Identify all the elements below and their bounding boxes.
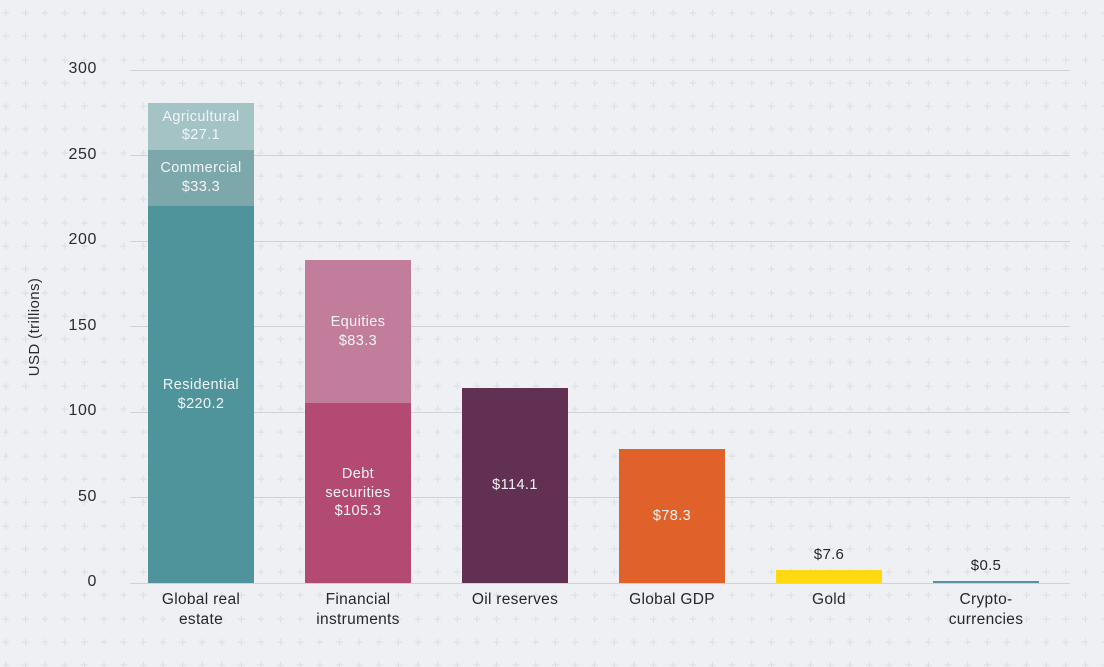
gridline-300 [130,69,1070,71]
gridline-250 [130,155,1070,156]
bar-segment-equities: Equities $83.3 [305,260,411,403]
y-tick-label: 50 [78,487,97,505]
y-tick-label: 200 [68,231,97,248]
gridline-100 [130,411,1070,413]
bar-segment-commercial: Commercial $33.3 [148,149,254,207]
gridline-200 [130,240,1070,242]
bar-segment-crypto-currencies [933,580,1039,583]
bar-segment-gold [776,570,882,583]
x-category-label-financial-instruments: Financial instruments [316,591,400,628]
y-tick-label: 250 [68,145,97,163]
bar-segment-oil-reserves: $114.1 [462,387,568,583]
bar-value-label-gold: $7.6 [813,546,845,563]
x-category-label-gold: Gold [812,591,846,608]
y-tick-label: 100 [68,402,97,419]
x-category-label-oil-reserves: Oil reserves [471,591,559,608]
bar-segment-residential: Residential $220.2 [148,206,254,583]
x-category-label-crypto-currencies: Crypto- currencies [948,591,1024,628]
bar-value-label-crypto-currencies: $0.5 [970,556,1002,574]
x-category-label-global-real-estate: Global real estate [161,591,241,628]
bar-segment-global-gdp: $78.3 [619,449,725,583]
bar-segment-debt-securities: Debt securities $105.3 [305,402,411,583]
y-tick-label: 0 [87,573,97,590]
gridline-150 [130,326,1070,327]
x-category-label-global-gdp: Global GDP [629,591,715,608]
y-tick-label: 150 [68,316,97,334]
bar-segment-agricultural: Agricultural $27.1 [148,103,254,150]
y-tick-label: 300 [68,60,97,77]
gridline-0 [130,582,1070,584]
gridline-50 [130,497,1070,498]
